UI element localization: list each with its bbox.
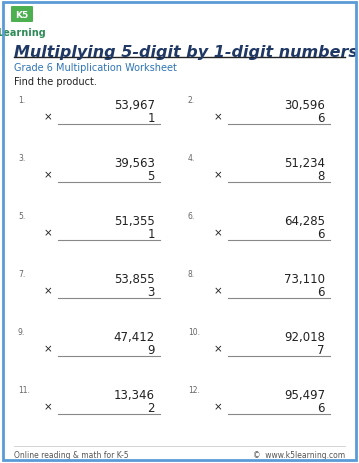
Text: Learning: Learning [0,28,46,38]
Text: 51,234: 51,234 [284,156,325,169]
Text: ×: × [44,227,53,238]
Text: 2.: 2. [188,96,195,105]
Text: 12.: 12. [188,385,200,394]
Text: 95,497: 95,497 [284,388,325,401]
Text: 11.: 11. [18,385,30,394]
Text: ×: × [44,343,53,353]
Text: 53,967: 53,967 [114,99,155,112]
Text: 1: 1 [148,227,155,240]
Text: K5: K5 [15,12,29,20]
Text: Online reading & math for K-5: Online reading & math for K-5 [14,450,129,459]
Text: ×: × [214,285,223,295]
FancyBboxPatch shape [11,7,33,23]
Text: 1.: 1. [18,96,25,105]
Text: ×: × [214,227,223,238]
Text: 8: 8 [318,169,325,182]
Text: 64,285: 64,285 [284,214,325,227]
Text: ×: × [214,343,223,353]
Text: 6: 6 [317,112,325,125]
Text: 4.: 4. [188,154,195,163]
Text: 9: 9 [148,343,155,356]
Text: 6: 6 [317,401,325,414]
Text: 7.: 7. [18,269,25,278]
Text: ×: × [214,401,223,411]
Text: 30,596: 30,596 [284,99,325,112]
Text: ×: × [214,112,223,122]
Text: Grade 6 Multiplication Worksheet: Grade 6 Multiplication Worksheet [14,63,177,73]
Text: 7: 7 [317,343,325,356]
Text: 5.: 5. [18,212,25,220]
Text: ×: × [44,401,53,411]
Text: ©  www.k5learning.com: © www.k5learning.com [253,450,345,459]
Text: 92,018: 92,018 [284,330,325,343]
Text: 6: 6 [317,285,325,298]
Text: 5: 5 [148,169,155,182]
Text: ×: × [214,169,223,180]
Text: 1: 1 [148,112,155,125]
Text: ×: × [44,285,53,295]
Text: 3.: 3. [18,154,25,163]
Text: 51,355: 51,355 [114,214,155,227]
Text: 3: 3 [148,285,155,298]
Text: 6: 6 [317,227,325,240]
Text: 6.: 6. [188,212,195,220]
Text: 39,563: 39,563 [114,156,155,169]
Text: Find the product.: Find the product. [14,77,97,87]
Text: 47,412: 47,412 [114,330,155,343]
Text: Multiplying 5-digit by 1-digit numbers: Multiplying 5-digit by 1-digit numbers [14,44,358,59]
Text: ×: × [44,169,53,180]
Text: 10.: 10. [188,327,200,336]
Text: ×: × [44,112,53,122]
Text: 53,855: 53,855 [115,272,155,285]
Text: 9.: 9. [18,327,25,336]
Text: 8.: 8. [188,269,195,278]
Text: 13,346: 13,346 [114,388,155,401]
Text: 73,110: 73,110 [284,272,325,285]
Text: 2: 2 [148,401,155,414]
